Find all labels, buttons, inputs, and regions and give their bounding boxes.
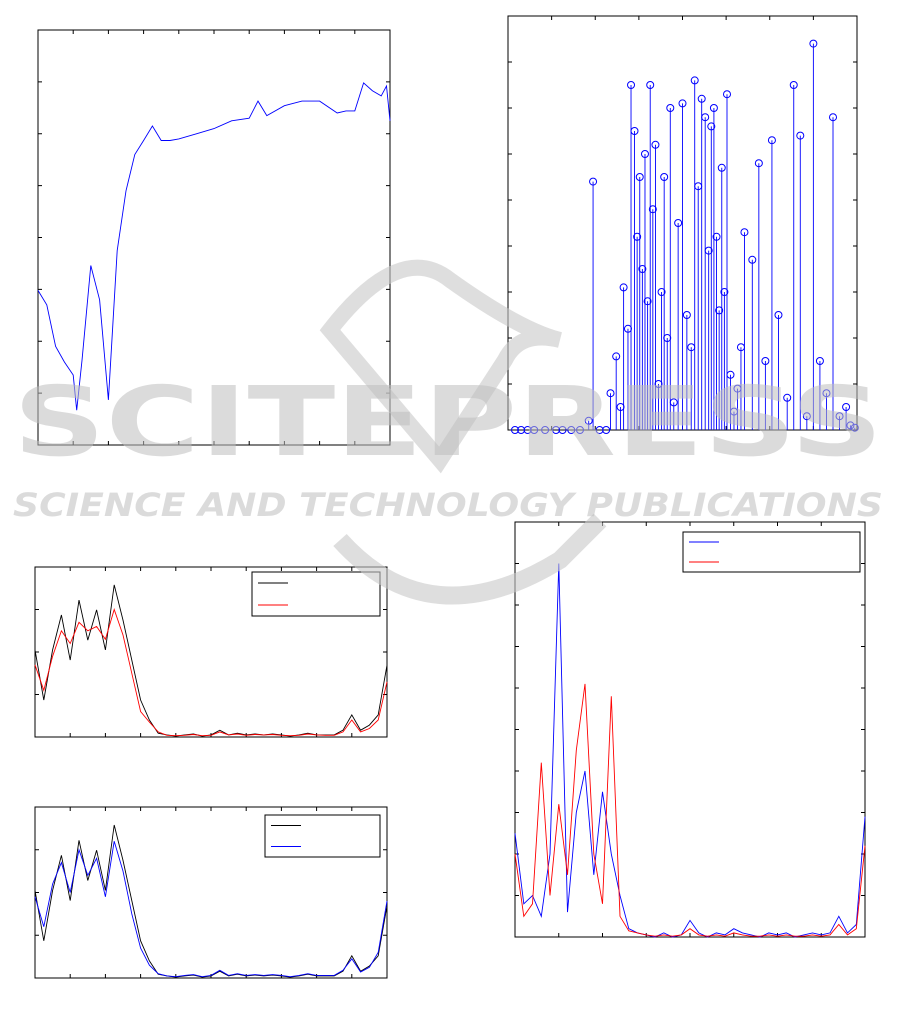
stem-marker — [627, 81, 636, 89]
stem-marker — [701, 113, 710, 122]
stem-marker — [575, 426, 584, 434]
stem-marker — [829, 113, 838, 122]
stem-marker — [643, 297, 652, 306]
stem-marker — [726, 370, 735, 379]
stem-marker — [660, 173, 669, 181]
line-series — [37, 82, 391, 411]
stem-marker — [850, 423, 859, 432]
stem-marker — [822, 389, 831, 398]
stem-marker — [815, 357, 824, 365]
stem-marker — [761, 357, 770, 365]
stem-marker — [783, 393, 792, 402]
stem-marker — [606, 389, 615, 398]
legend-box — [682, 531, 861, 573]
stem-marker — [640, 150, 649, 158]
line-series — [514, 563, 866, 938]
line-series — [34, 824, 388, 978]
stem-marker — [774, 311, 783, 319]
legend-box — [264, 814, 381, 858]
chart — [507, 15, 859, 434]
stem-marker — [846, 421, 855, 430]
stem-marker — [633, 232, 642, 241]
stem-marker — [740, 228, 749, 237]
stem-marker — [842, 403, 851, 411]
stem-marker — [638, 265, 647, 273]
watermark-subtitle: SCIENCE AND TECHNOLOGY PUBLICATIONS — [13, 486, 883, 524]
stem-marker — [717, 163, 726, 172]
stem-marker — [802, 412, 811, 421]
stem-marker — [682, 311, 691, 319]
watermark-logo — [319, 259, 563, 474]
chart — [514, 521, 866, 938]
stem-marker — [715, 306, 724, 315]
stem-marker — [809, 39, 818, 48]
stem-marker — [707, 122, 716, 131]
stem-marker — [722, 90, 731, 99]
stem-marker — [510, 426, 519, 434]
stem-marker — [558, 426, 567, 434]
stem-marker — [666, 104, 675, 112]
watermark-logo — [333, 513, 607, 605]
stem-marker — [709, 104, 718, 112]
stem-marker — [690, 76, 699, 85]
stem-marker — [646, 81, 655, 89]
stem-marker — [651, 140, 660, 149]
stem-marker — [720, 288, 729, 296]
line-series — [514, 683, 866, 937]
chart — [34, 566, 388, 738]
chart — [37, 29, 391, 446]
line-series — [34, 608, 388, 737]
stem-marker — [657, 288, 666, 296]
stem-marker — [835, 412, 844, 421]
stem-marker — [584, 416, 593, 425]
chart — [34, 806, 388, 979]
stem-marker — [789, 81, 798, 89]
stem-marker — [541, 426, 550, 434]
stem-marker — [712, 232, 721, 241]
stem-marker — [635, 173, 644, 181]
stem-marker — [748, 255, 757, 264]
stem-marker — [767, 136, 776, 145]
line-series — [34, 841, 388, 978]
legend-box — [251, 571, 381, 617]
stem-marker — [630, 127, 639, 135]
stem-marker — [697, 94, 706, 103]
stem-marker — [602, 426, 611, 434]
stem-marker — [589, 177, 598, 186]
stem-marker — [619, 283, 628, 292]
stem-marker — [796, 131, 805, 140]
watermark: SCITEPRESS SCIENCE AND TECHNOLOGY PUBLIC… — [13, 259, 883, 605]
stem-marker — [567, 426, 576, 434]
stem-marker — [704, 246, 713, 255]
stem-marker — [530, 426, 539, 434]
stem-marker — [648, 205, 657, 214]
stem-marker — [678, 99, 687, 108]
watermark-title: SCITEPRESS — [13, 366, 883, 478]
stem-marker — [754, 159, 763, 168]
stem-marker — [612, 352, 621, 361]
stem-marker — [674, 219, 683, 227]
stem-marker — [669, 398, 678, 407]
